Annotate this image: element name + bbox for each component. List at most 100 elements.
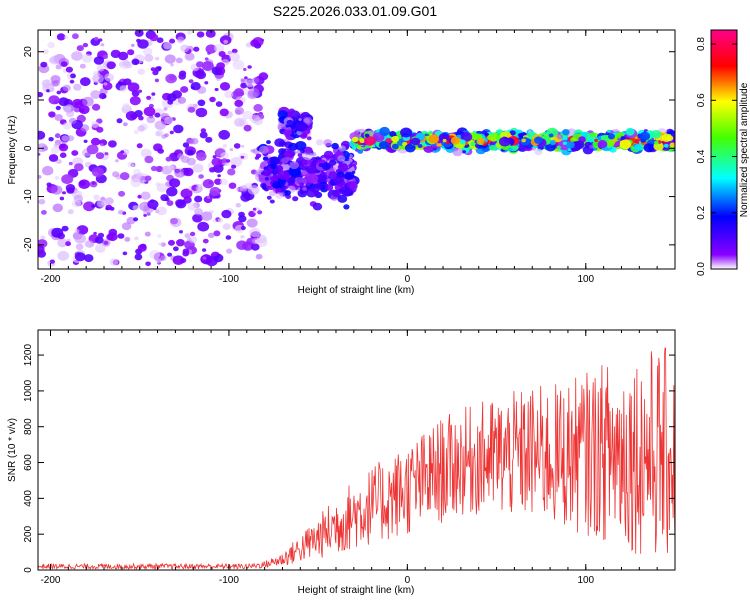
- spectrogram-cell: [144, 175, 152, 182]
- spectrogram-cell: [597, 140, 608, 149]
- spectrogram-cell: [151, 92, 156, 96]
- spectrogram-cell: [235, 203, 241, 208]
- spectrogram-cell: [129, 96, 141, 106]
- spectrogram-cell: [112, 171, 120, 178]
- spectrogram-cell: [69, 79, 75, 84]
- snr-x-tick-label: 100: [577, 575, 594, 586]
- spectrogram-cell: [54, 114, 63, 121]
- spectrogram-cell: [131, 58, 140, 66]
- spectrogram-cell: [156, 206, 167, 216]
- spectrogram-cell: [115, 159, 119, 163]
- spectrogram-cell: [98, 38, 103, 42]
- spectrogram-cell: [58, 97, 69, 106]
- colorbar-tick-label: 0.4: [696, 149, 707, 163]
- spectrogram-cell: [172, 255, 185, 265]
- spectrogram-cell: [192, 213, 203, 223]
- spectrogram-cell: [608, 133, 615, 140]
- spectrogram-cell: [205, 44, 217, 54]
- spectrogram-cell: [84, 240, 94, 248]
- spectrogram-cell: [188, 236, 198, 244]
- spectrogram-cell: [205, 136, 213, 143]
- spectrogram-cell: [154, 78, 159, 83]
- spectrogram-cell: [337, 163, 349, 172]
- spectrogram-cell: [140, 191, 151, 200]
- spectrogram-cell: [108, 140, 117, 148]
- spectrogram-cell: [364, 136, 376, 146]
- spectrogram-cell: [130, 43, 135, 48]
- spectrogram-cell: [180, 86, 189, 93]
- snr-y-tick-label: 200: [23, 525, 34, 542]
- spectrogram-cell: [48, 154, 59, 162]
- spectrogram-cell: [57, 250, 70, 261]
- spectrogram-cell: [250, 148, 256, 153]
- spectrogram-cell: [71, 150, 79, 156]
- spectrogram-cell: [243, 68, 247, 71]
- spectrogram-cell: [534, 136, 543, 144]
- spectrogram-cell: [216, 62, 226, 70]
- spectrogram-cell: [239, 185, 248, 192]
- spectrogram-cell: [231, 48, 238, 54]
- spectrogram-cell: [238, 215, 247, 223]
- spectrogram-cell: [205, 30, 216, 38]
- spectrogram-cell: [258, 72, 269, 81]
- spectrogram-cell: [91, 204, 96, 208]
- spectrogram-cell: [331, 142, 339, 150]
- spectrogram-cell: [93, 194, 100, 201]
- spectrogram-cell: [95, 236, 104, 244]
- spectrogram-cell: [169, 178, 181, 188]
- spectrogram-cell: [176, 239, 185, 247]
- spectrogram-cell: [242, 110, 253, 120]
- spectrogram-cell: [55, 105, 61, 111]
- spectrogram-cell: [302, 151, 313, 161]
- spectrogram-cell: [118, 190, 126, 197]
- spectrogram-cell: [164, 116, 174, 125]
- spectrogram-cell: [247, 88, 260, 98]
- snr-y-axis-label: SNR (10 * v/v): [7, 418, 18, 482]
- spectrogram-cell: [316, 183, 324, 189]
- spectrogram-cell: [669, 142, 675, 148]
- spectrogram-cell: [606, 139, 615, 147]
- spectrogram-cell: [389, 131, 397, 137]
- spectrogram-cell: [240, 144, 245, 148]
- spectrogram-cell: [235, 187, 239, 191]
- spectrogram-cell: [59, 152, 67, 158]
- spectrogram-cell: [323, 139, 333, 147]
- spectrogram-cell: [217, 174, 221, 178]
- spectrogram-cell: [249, 227, 261, 238]
- spectrogram-cell: [257, 210, 263, 215]
- spectrogram-cell: [175, 57, 183, 64]
- spectrogram-cell: [323, 150, 334, 159]
- spectrogram-cell: [212, 155, 217, 159]
- spectrogram-cell: [163, 133, 169, 138]
- spectrogram-cell: [52, 203, 63, 213]
- spectrogram-cell: [442, 138, 447, 143]
- spectrogram-cell: [337, 171, 345, 178]
- spectrogram-cell: [66, 238, 71, 243]
- spectrogram-cell: [233, 143, 241, 149]
- spectrogram-cell: [258, 145, 269, 155]
- spectrogram-cell: [297, 153, 303, 158]
- spectrogram-cell: [400, 127, 413, 138]
- spectrogram-cell: [155, 165, 164, 173]
- spectrogram-cell: [306, 136, 312, 141]
- spectrogram-cell: [91, 121, 100, 128]
- colorbar-tick-label: 0.2: [696, 205, 707, 219]
- spectrogram-cell: [74, 229, 80, 233]
- spectrogram-cell: [351, 170, 356, 174]
- spectrogram-cell: [521, 138, 526, 143]
- spectrogram-cell: [288, 168, 297, 176]
- spectrogram-cell: [146, 212, 151, 216]
- spectrogram-cell: [91, 181, 96, 185]
- spectrogram-cell: [201, 61, 214, 71]
- spectrogram-cell: [143, 213, 147, 217]
- spectrogram-cell: [157, 148, 164, 154]
- spectrogram-cell: [83, 254, 94, 263]
- spectrogram-cell: [154, 56, 160, 61]
- spectrogram-cell: [144, 155, 154, 164]
- spectrogram-cell: [212, 219, 217, 223]
- spectrogram-cell: [620, 136, 626, 141]
- spectrogram-cell: [312, 202, 323, 211]
- spectrogram-cell: [177, 39, 183, 44]
- spectrogram-cell: [202, 179, 214, 189]
- spectrogram-cell: [119, 172, 130, 181]
